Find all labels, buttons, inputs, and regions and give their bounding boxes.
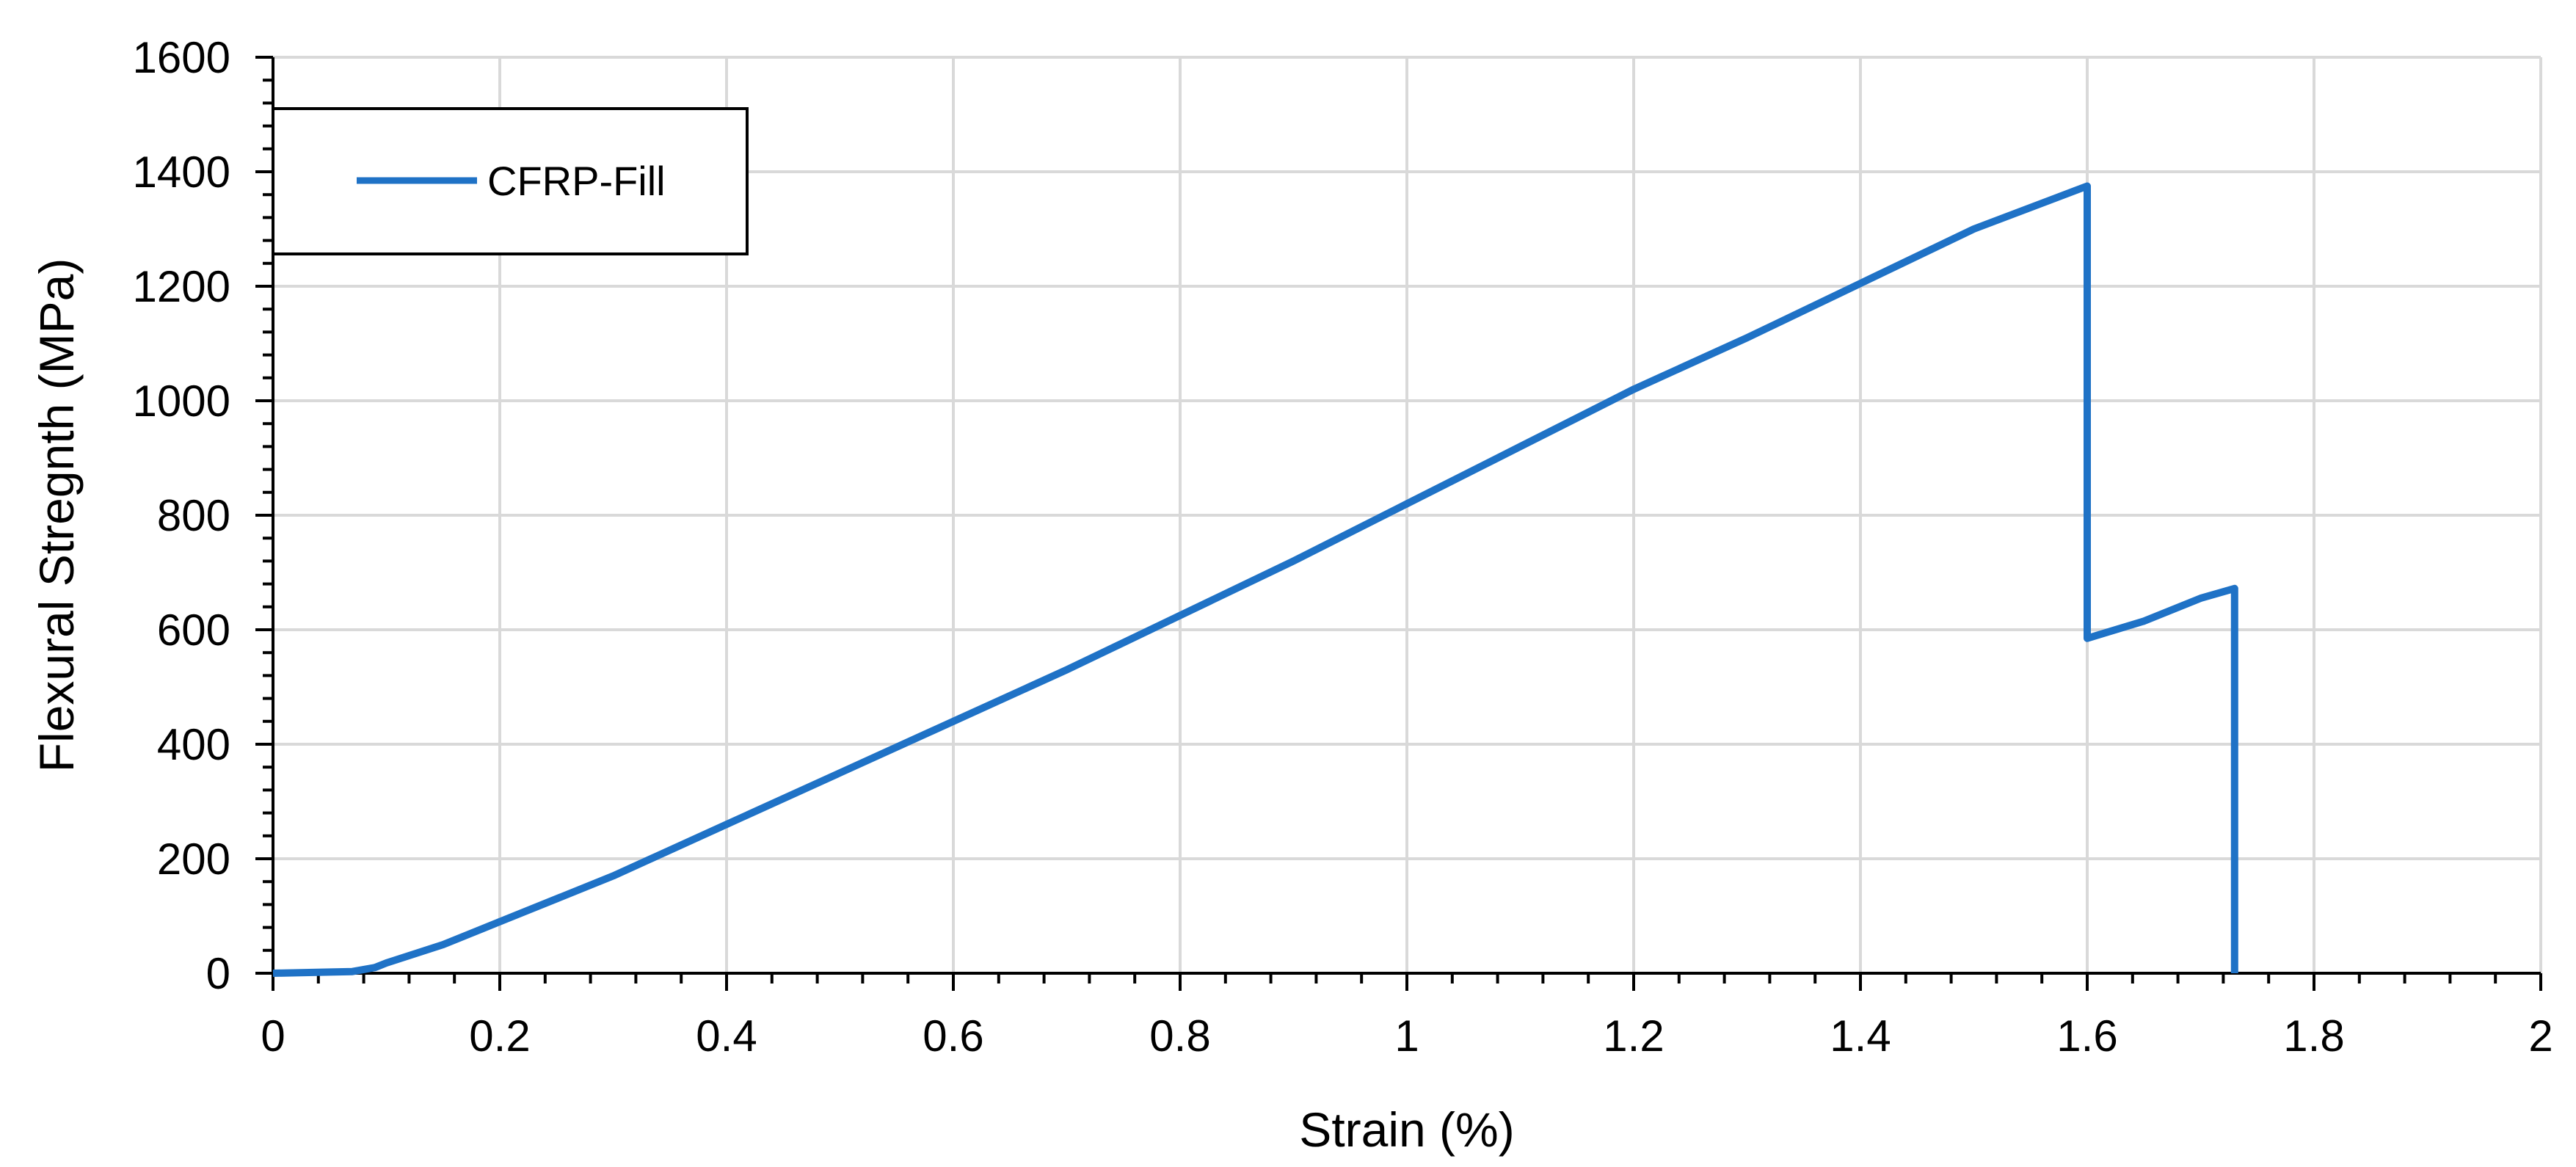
legend-box: [272, 107, 749, 255]
x-tick-label: 0.6: [923, 1011, 983, 1061]
legend-label: CFRP-Fill: [487, 158, 666, 204]
y-tick-label: 400: [157, 720, 230, 769]
series-line-cfrp-fill: [272, 182, 2238, 977]
x-tick-label: 1.2: [1603, 1011, 1664, 1061]
grid-lines: [273, 56, 2542, 973]
x-tick-label: 1.4: [1830, 1011, 1891, 1061]
y-tick-label: 1200: [133, 262, 230, 311]
x-tick-label: 1: [1394, 1011, 1419, 1061]
x-tick-label: 0: [261, 1011, 285, 1061]
legend: CFRP-Fill: [272, 107, 749, 255]
x-tick-label: 2: [2528, 1011, 2553, 1061]
y-tick-label: 0: [206, 949, 230, 998]
x-axis-title: Strain (%): [1299, 1102, 1514, 1157]
y-tick-label: 1600: [133, 33, 230, 82]
y-tick-label: 1400: [133, 148, 230, 197]
y-tick-label: 1000: [133, 377, 230, 426]
y-tick-label: 800: [157, 491, 230, 540]
x-tick-label: 1.8: [2283, 1011, 2344, 1061]
y-tick-label: 600: [157, 606, 230, 655]
x-tick-label: 0.8: [1149, 1011, 1210, 1061]
x-tick-label: 1.6: [2056, 1011, 2117, 1061]
y-tick-label: 200: [157, 835, 230, 884]
x-tick-label: 0.4: [696, 1011, 757, 1061]
y-axis-title: Flexural Stregnth (MPa): [29, 258, 84, 773]
series-lines: [272, 182, 2238, 977]
tick-labels: 0 200 400 600 800 1000 1200 1400 1600 0 0.2 0.4 0.6 0…: [133, 33, 2553, 1061]
x-tick-label: 0.2: [469, 1011, 530, 1061]
